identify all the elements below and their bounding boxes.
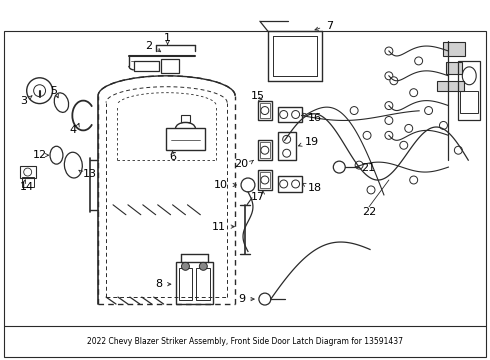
Text: 22: 22 <box>362 207 376 217</box>
Circle shape <box>385 72 393 80</box>
Text: 2022 Chevy Blazer Striker Assembly, Front Side Door Latch Diagram for 13591437: 2022 Chevy Blazer Striker Assembly, Fron… <box>87 337 403 346</box>
Bar <box>180 114 191 122</box>
Bar <box>178 268 193 300</box>
Bar <box>260 103 270 118</box>
Text: 5: 5 <box>50 86 57 96</box>
Text: 15: 15 <box>251 91 265 101</box>
Text: 9: 9 <box>238 294 245 304</box>
Circle shape <box>390 77 398 85</box>
Bar <box>437 81 465 91</box>
Text: 12: 12 <box>32 150 47 160</box>
Text: 2: 2 <box>145 41 152 51</box>
Text: 18: 18 <box>308 183 321 193</box>
Text: 10: 10 <box>214 180 228 190</box>
Text: 16: 16 <box>308 113 321 123</box>
Circle shape <box>363 131 371 139</box>
Bar <box>278 176 301 192</box>
Circle shape <box>454 146 462 154</box>
Bar <box>22 177 34 187</box>
Text: 14: 14 <box>20 182 34 192</box>
Bar <box>260 172 270 188</box>
Bar <box>134 61 159 71</box>
Text: 6: 6 <box>169 152 176 162</box>
Circle shape <box>385 102 393 109</box>
Circle shape <box>385 47 393 55</box>
Circle shape <box>367 186 375 194</box>
Text: 13: 13 <box>83 169 97 179</box>
Circle shape <box>405 125 413 132</box>
Bar <box>278 107 301 122</box>
Bar <box>166 129 205 150</box>
Text: 17: 17 <box>251 192 265 202</box>
Bar <box>458 61 480 121</box>
Circle shape <box>415 57 422 65</box>
Circle shape <box>440 121 447 129</box>
Circle shape <box>385 117 393 125</box>
Bar <box>258 100 272 121</box>
Circle shape <box>410 176 417 184</box>
Text: 21: 21 <box>361 163 375 173</box>
Text: 20: 20 <box>234 159 248 169</box>
Bar <box>278 132 295 160</box>
Bar <box>443 42 465 56</box>
Bar <box>20 166 36 178</box>
Circle shape <box>355 161 363 169</box>
Text: 3: 3 <box>20 96 27 105</box>
Bar <box>260 142 270 158</box>
Circle shape <box>385 131 393 139</box>
Text: 7: 7 <box>326 21 333 31</box>
Text: 1: 1 <box>164 33 171 43</box>
Text: 19: 19 <box>305 137 318 147</box>
Bar <box>175 262 213 304</box>
Bar <box>258 170 272 190</box>
Circle shape <box>400 141 408 149</box>
Circle shape <box>199 262 207 270</box>
Bar <box>446 62 462 74</box>
Text: 11: 11 <box>212 222 226 231</box>
Bar <box>460 91 478 113</box>
Bar <box>196 268 210 300</box>
Circle shape <box>181 262 190 270</box>
Circle shape <box>410 89 417 96</box>
Text: 8: 8 <box>155 279 163 289</box>
Bar <box>258 140 272 160</box>
Text: 4: 4 <box>70 125 77 135</box>
Circle shape <box>425 107 433 114</box>
Bar <box>161 59 178 73</box>
Circle shape <box>350 107 358 114</box>
